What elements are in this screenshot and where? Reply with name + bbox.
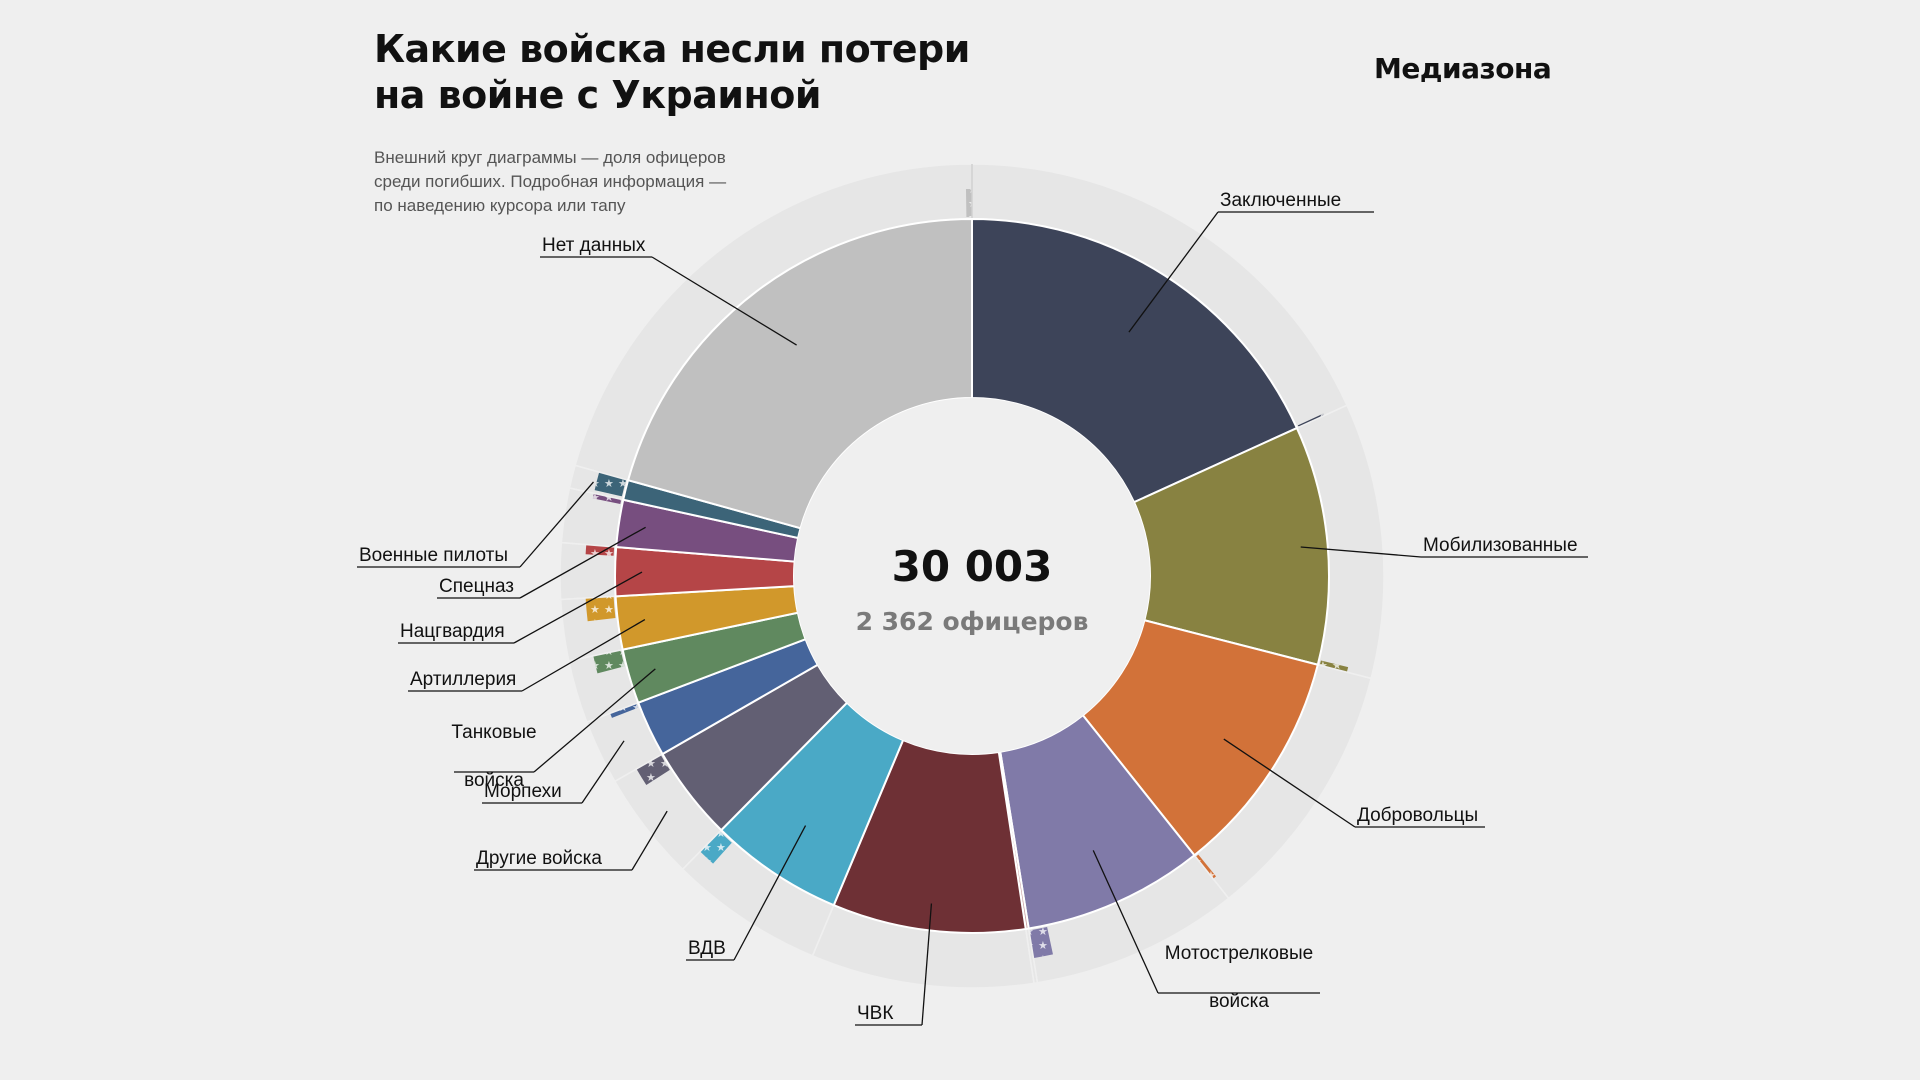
label-мобилизованные[interactable]: Мобилизованные: [1423, 535, 1578, 556]
leader-line-вдв: [733, 825, 807, 961]
label-чвк[interactable]: ЧВК: [857, 1003, 893, 1024]
officer-stars-мобилизованные: [1319, 660, 1349, 673]
leader-line-добровольцы: [1223, 738, 1356, 828]
leader-line-танковые-войска: [533, 668, 656, 773]
leader-line-спецназ: [519, 526, 646, 599]
leader-line-мобилизованные: [1300, 546, 1422, 558]
leader-line-артиллерия: [521, 619, 646, 692]
label-военные-пилоты[interactable]: Военные пилоты: [359, 545, 508, 566]
leader-line-военные-пилоты: [519, 481, 594, 568]
chart-note-line-2: среди погибших. Подробная информация —: [374, 172, 727, 191]
leader-line-морпехи: [581, 740, 625, 804]
officer-stars-танковые-войска: [593, 650, 625, 674]
chart-title-line-1: Какие войска несли потери: [374, 27, 970, 71]
officer-stars-вдв: [700, 831, 732, 864]
label-спецназ[interactable]: Спецназ: [439, 576, 514, 597]
leader-line-мотострелковые-войска: [1092, 850, 1159, 994]
slice-labels: Заключенные Мобилизованные Добровольцы Мото…: [359, 190, 1578, 1024]
label-морпехи[interactable]: Морпехи: [484, 781, 562, 802]
officer-stars-нет-данных: [965, 189, 972, 218]
chart-note-line-1: Внешний круг диаграммы — доля офицеров: [374, 148, 726, 167]
label-добровольцы[interactable]: Добровольцы: [1357, 805, 1478, 826]
leader-line-заключенные: [1128, 211, 1219, 333]
chart-title-line-2: на войне с Украиной: [374, 73, 821, 117]
label-другие-войска[interactable]: Другие войска: [476, 848, 602, 869]
label-нет-данных[interactable]: Нет данных: [542, 235, 646, 256]
label-артиллерия[interactable]: Артиллерия: [410, 669, 516, 690]
officer-stars-другие-войска: [636, 754, 670, 786]
officer-stars-мотострелковые-войска: [1029, 927, 1053, 959]
officer-stars-нацгвардия: [585, 544, 615, 556]
leader-lines: [357, 211, 1588, 1026]
label-заключенные[interactable]: Заключенные: [1220, 190, 1341, 211]
chart-note: Внешний круг диаграммы — доля офицеров с…: [374, 146, 774, 218]
officer-stars-морпехи: [610, 703, 639, 718]
officer-stars-артиллерия: [585, 596, 616, 622]
officer-stars-добровольцы: [1195, 854, 1217, 879]
officer-stars-спецназ: [592, 493, 622, 505]
chart-note-line-3: по наведению курсора или тапу: [374, 196, 626, 215]
leader-line-чвк: [921, 903, 933, 1026]
brand-logo[interactable]: Медиазона: [1374, 52, 1552, 85]
leader-line-нацгвардия: [513, 571, 643, 644]
label-нацгвардия[interactable]: Нацгвардия: [400, 621, 505, 642]
leader-line-нет-данных: [651, 256, 797, 346]
chart-title: Какие войска несли потери на войне с Укр…: [374, 26, 1014, 118]
label-танковые-войска[interactable]: Танковые войска: [451, 722, 536, 791]
leader-line-другие-войска: [631, 810, 668, 871]
label-мотострелковые-войска[interactable]: Мотострелковые войска: [1165, 943, 1313, 1012]
inner-hole: [794, 398, 1150, 754]
total-officers-value: 2 362 офицеров: [856, 607, 1089, 636]
label-вдв[interactable]: ВДВ: [688, 938, 726, 959]
total-deaths-value: 30 003: [892, 542, 1053, 591]
